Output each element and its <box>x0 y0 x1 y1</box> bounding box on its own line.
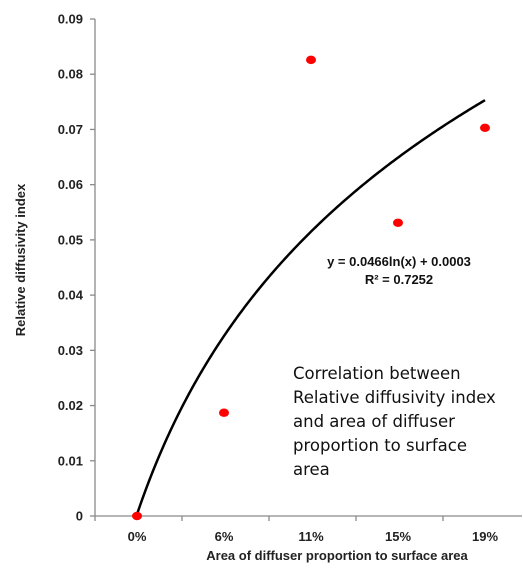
data-point <box>306 55 316 65</box>
trendline-r-squared: R² = 0.7252 <box>365 272 433 287</box>
y-axis-title: Relative diffusivity index <box>13 183 28 336</box>
chart-annotation: Correlation between Relative diffusivity… <box>293 362 523 482</box>
annotation-line: Relative diffusivity index <box>293 388 496 407</box>
x-tick-label: 15% <box>385 529 411 544</box>
y-tick-label: 0.02 <box>58 398 83 413</box>
y-tick-label: 0.05 <box>58 232 83 247</box>
annotation-line: and area of diffuser <box>293 412 455 431</box>
annotation-line: proportion to surface <box>293 436 467 455</box>
y-tick-label: 0.08 <box>58 67 83 82</box>
x-axis-ticks: 0% 6% 11% 15% 19% <box>94 516 498 544</box>
x-tick-label: 19% <box>472 529 498 544</box>
axes <box>94 19 522 517</box>
x-tick-label: 6% <box>215 529 234 544</box>
trendline <box>135 99 486 515</box>
y-tick-label: 0.07 <box>58 122 83 137</box>
data-point <box>480 123 490 132</box>
trendline-equation: y = 0.0466ln(x) + 0.0003 <box>327 254 471 269</box>
y-tick-label: 0.01 <box>58 453 83 468</box>
data-points <box>132 55 490 521</box>
x-tick-label: 0% <box>128 529 147 544</box>
x-axis-title: Area of diffuser proportion to surface a… <box>206 548 468 563</box>
x-tick-label: 11% <box>298 529 324 544</box>
y-tick-label: 0.06 <box>58 177 83 192</box>
y-axis-ticks: 0 0.01 0.02 0.03 0.04 0.05 0.06 0.07 0.08 0.09 <box>58 12 95 524</box>
data-point <box>393 218 403 227</box>
y-tick-label: 0.09 <box>58 12 83 27</box>
y-tick-label: 0 <box>76 509 83 524</box>
annotation-line: area <box>293 460 330 479</box>
data-point <box>132 511 142 521</box>
annotation-line: Correlation between <box>293 364 461 383</box>
y-tick-label: 0.04 <box>58 288 84 303</box>
y-tick-label: 0.03 <box>58 343 83 358</box>
data-point <box>219 408 229 417</box>
